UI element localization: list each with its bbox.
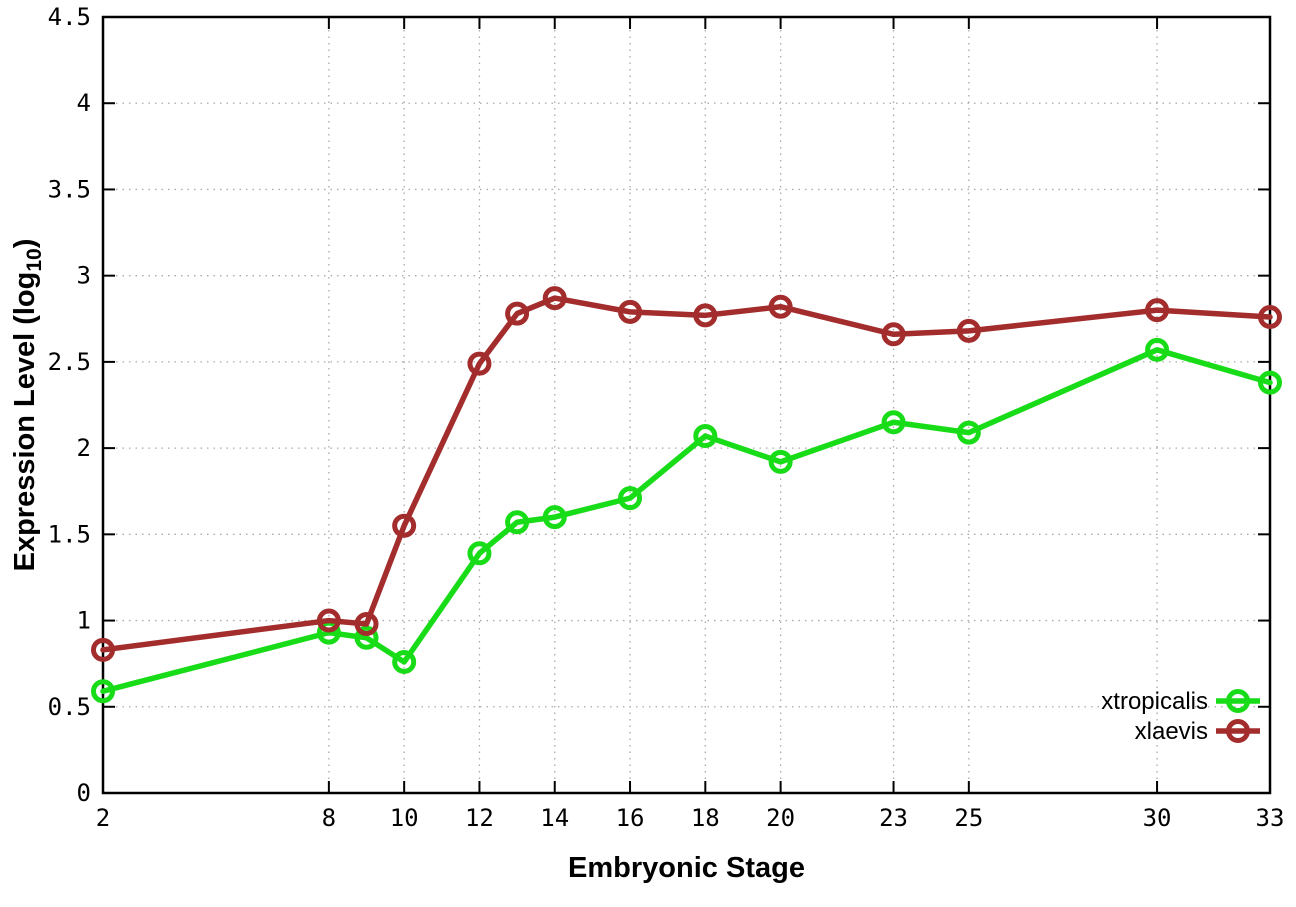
y-tick-label: 3.5: [48, 175, 91, 203]
legend-label-xtropicalis: xtropicalis: [1101, 688, 1208, 715]
data-point-xlaevis: [467, 351, 492, 376]
data-point-xlaevis: [542, 286, 567, 311]
x-tick-label: 23: [879, 804, 908, 832]
data-point-xlaevis: [881, 322, 906, 347]
data-point-xtropicalis: [354, 625, 379, 650]
data-point-xtropicalis: [693, 424, 718, 449]
x-tick-label: 25: [954, 804, 983, 832]
y-tick-label: 2: [77, 434, 91, 462]
data-point-xlaevis: [693, 303, 718, 328]
x-tick-label: 18: [691, 804, 720, 832]
data-point-xtropicalis: [618, 486, 643, 511]
x-tick-label: 30: [1143, 804, 1172, 832]
data-point-xlaevis: [1145, 298, 1170, 323]
data-point-xtropicalis: [1145, 337, 1170, 362]
plot-border: [101, 15, 1272, 795]
data-point-xtropicalis: [91, 679, 115, 704]
data-point-xtropicalis: [392, 649, 417, 674]
y-tick-label: 0: [77, 779, 91, 807]
data-point-xlaevis: [768, 294, 793, 319]
legend-marker-xlaevis: [1226, 719, 1250, 743]
y-tick-label: 1.5: [48, 520, 91, 548]
x-tick-label: 12: [465, 804, 494, 832]
y-tick-label: 3: [77, 262, 91, 290]
data-point-xlaevis: [354, 612, 379, 637]
y-tick-label: 0.5: [48, 693, 91, 721]
data-point-xtropicalis: [881, 410, 906, 435]
data-point-xlaevis: [956, 318, 981, 343]
y-tick-label: 1: [77, 607, 91, 635]
x-tick-label: 20: [766, 804, 795, 832]
data-point-xlaevis: [392, 513, 417, 538]
data-point-xlaevis: [91, 637, 115, 662]
x-tick-label: 16: [616, 804, 645, 832]
data-point-xlaevis: [316, 608, 341, 633]
y-tick-label: 4.5: [48, 3, 91, 31]
y-tick-label: 2.5: [48, 348, 91, 376]
x-tick-label: 8: [322, 804, 336, 832]
x-tick-label: 2: [96, 804, 110, 832]
legend-marker-xtropicalis: [1226, 689, 1250, 713]
data-point-xtropicalis: [505, 510, 530, 535]
x-tick-label: 10: [390, 804, 419, 832]
y-tick-label: 4: [77, 89, 91, 117]
data-point-xtropicalis: [1258, 370, 1282, 395]
x-axis-label: Embryonic Stage: [568, 852, 805, 884]
series-line-xlaevis: [100, 295, 1273, 653]
data-point-xtropicalis: [956, 420, 981, 445]
data-point-xlaevis: [505, 301, 530, 326]
y-axis-label: Expression Level (log10): [9, 239, 46, 572]
data-point-xtropicalis: [768, 449, 793, 474]
data-point-xtropicalis: [542, 505, 567, 530]
data-point-xlaevis: [1258, 305, 1282, 330]
x-tick-label: 14: [540, 804, 569, 832]
data-point-xtropicalis: [467, 541, 492, 566]
x-tick-label: 33: [1256, 804, 1285, 832]
data-point-xlaevis: [618, 299, 643, 324]
legend-label-xlaevis: xlaevis: [1135, 718, 1208, 745]
